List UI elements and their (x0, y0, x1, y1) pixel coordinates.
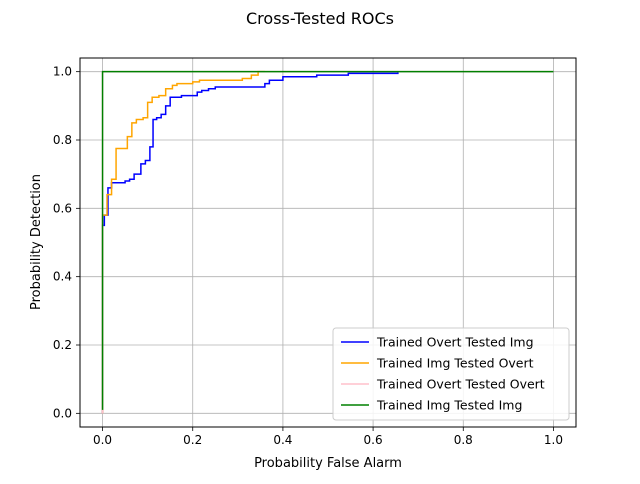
legend-label: Trained Img Tested Img (376, 398, 522, 413)
x-tick-label: 0.2 (183, 433, 202, 447)
axis-ticks: 0.0 0.2 0.4 0.6 0.8 1.0 0.0 0.2 0.4 0.6 0.8 1.0 (53, 65, 563, 447)
legend-label: Trained Overt Tested Overt (376, 377, 545, 392)
grid (80, 58, 576, 427)
series-line-1 (101, 71, 399, 414)
chart-title: Cross-Tested ROCs (246, 9, 394, 28)
x-tick-label: 0.4 (273, 433, 292, 447)
legend-label: Trained Overt Tested Img (376, 335, 534, 350)
y-axis-label: Probability Detection (29, 174, 44, 310)
legend-label: Trained Img Tested Overt (376, 356, 534, 371)
y-tick-label: 1.0 (53, 65, 72, 79)
y-tick-label: 0.6 (53, 201, 72, 215)
x-tick-label: 0.8 (454, 433, 473, 447)
legend-box (332, 327, 570, 421)
y-tick-label: 0.4 (53, 270, 72, 284)
y-tick-label: 0.8 (53, 133, 72, 147)
plot-frame (79, 57, 577, 428)
x-axis-label: Probability False Alarm (254, 456, 402, 471)
series-line-4 (101, 70, 554, 410)
series-lines (101, 70, 554, 414)
x-tick-label: 0.6 (364, 433, 383, 447)
y-tick-label: 0.0 (53, 406, 72, 420)
x-tick-label: 0.0 (93, 433, 112, 447)
y-tick-label: 0.2 (53, 338, 72, 352)
x-tick-label: 1.0 (544, 433, 563, 447)
legend: Trained Overt Tested Img Trained Img Test… (332, 327, 570, 421)
series-line-2 (101, 70, 265, 414)
